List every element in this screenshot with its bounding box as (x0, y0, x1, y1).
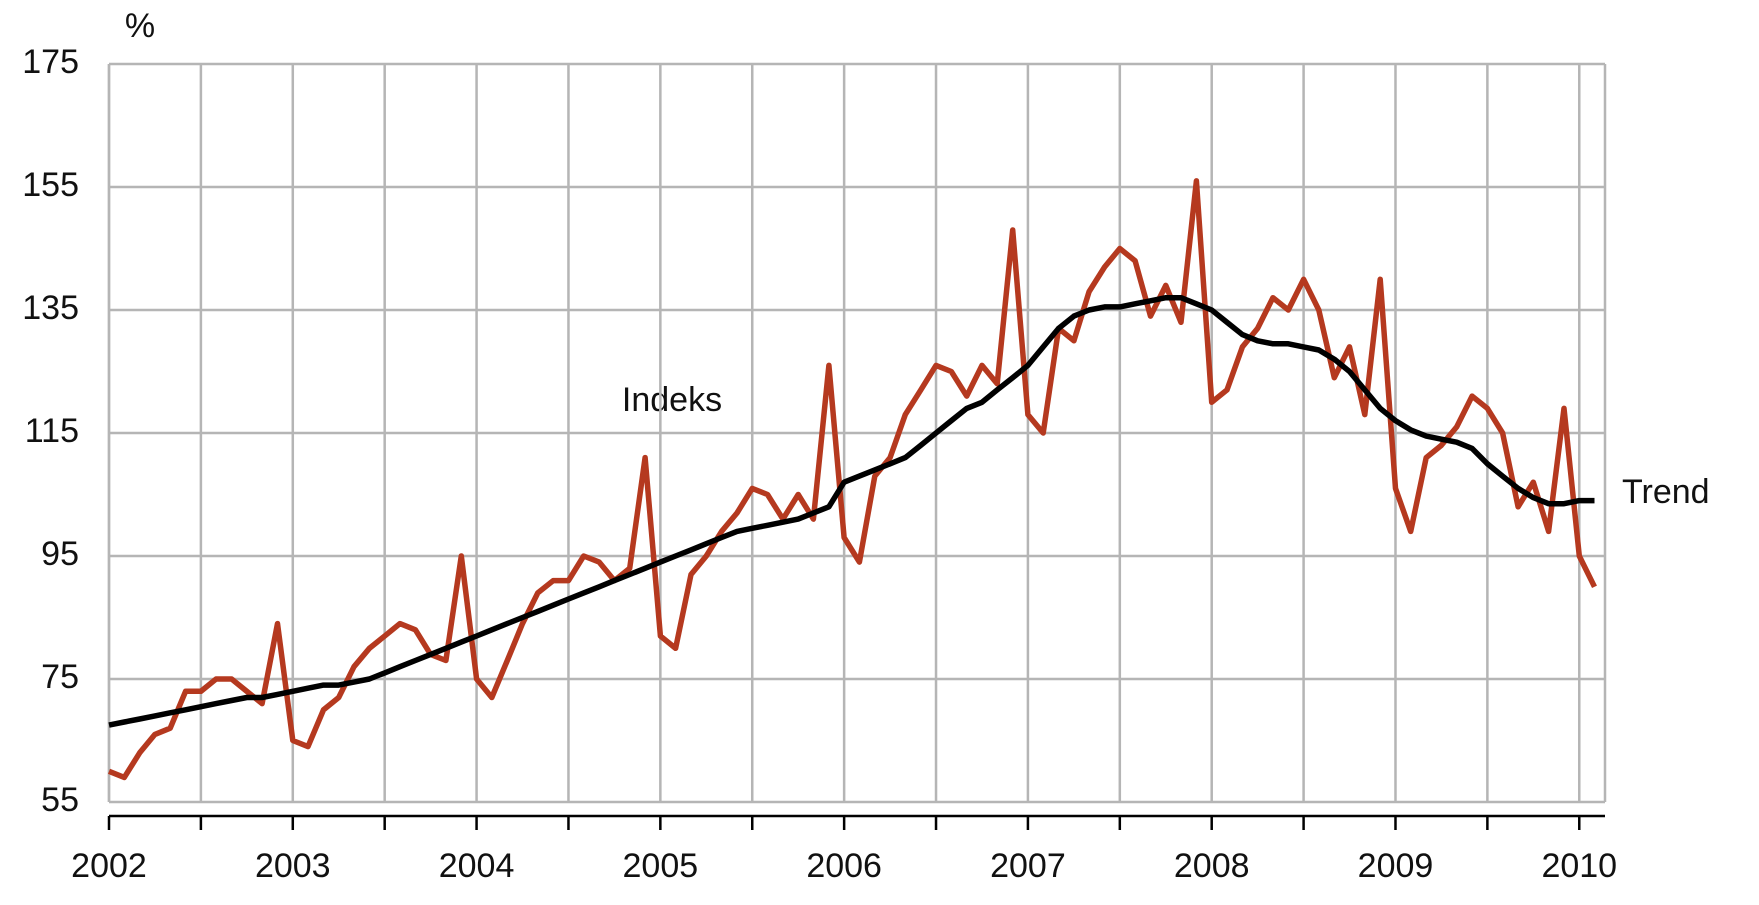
x-tick-label: 2002 (71, 847, 147, 885)
x-tick-label: 2007 (990, 847, 1066, 885)
y-tick-label: 155 (22, 166, 79, 204)
y-unit-label: % (125, 7, 155, 45)
y-tick-label: 135 (22, 289, 79, 327)
y-tick-label: 55 (41, 781, 79, 819)
y-tick-label: 95 (41, 535, 79, 573)
x-tick-label: 2010 (1541, 847, 1617, 885)
series-line (108, 294, 1595, 728)
x-tick-label: 2003 (255, 847, 331, 885)
y-tick-label: 75 (41, 658, 79, 696)
x-tick-label: 2004 (439, 847, 515, 885)
y-tick-label: 115 (25, 412, 79, 450)
x-tick-label: 2006 (806, 847, 882, 885)
y-tick-label: 175 (22, 43, 79, 81)
series-annotation: Indeks (622, 381, 722, 419)
x-tick-label: 2008 (1174, 847, 1250, 885)
series-annotation: Trend (1622, 473, 1710, 511)
series-line (107, 178, 1597, 781)
x-tick-label: 2009 (1358, 847, 1434, 885)
x-tick-label: 2005 (623, 847, 699, 885)
